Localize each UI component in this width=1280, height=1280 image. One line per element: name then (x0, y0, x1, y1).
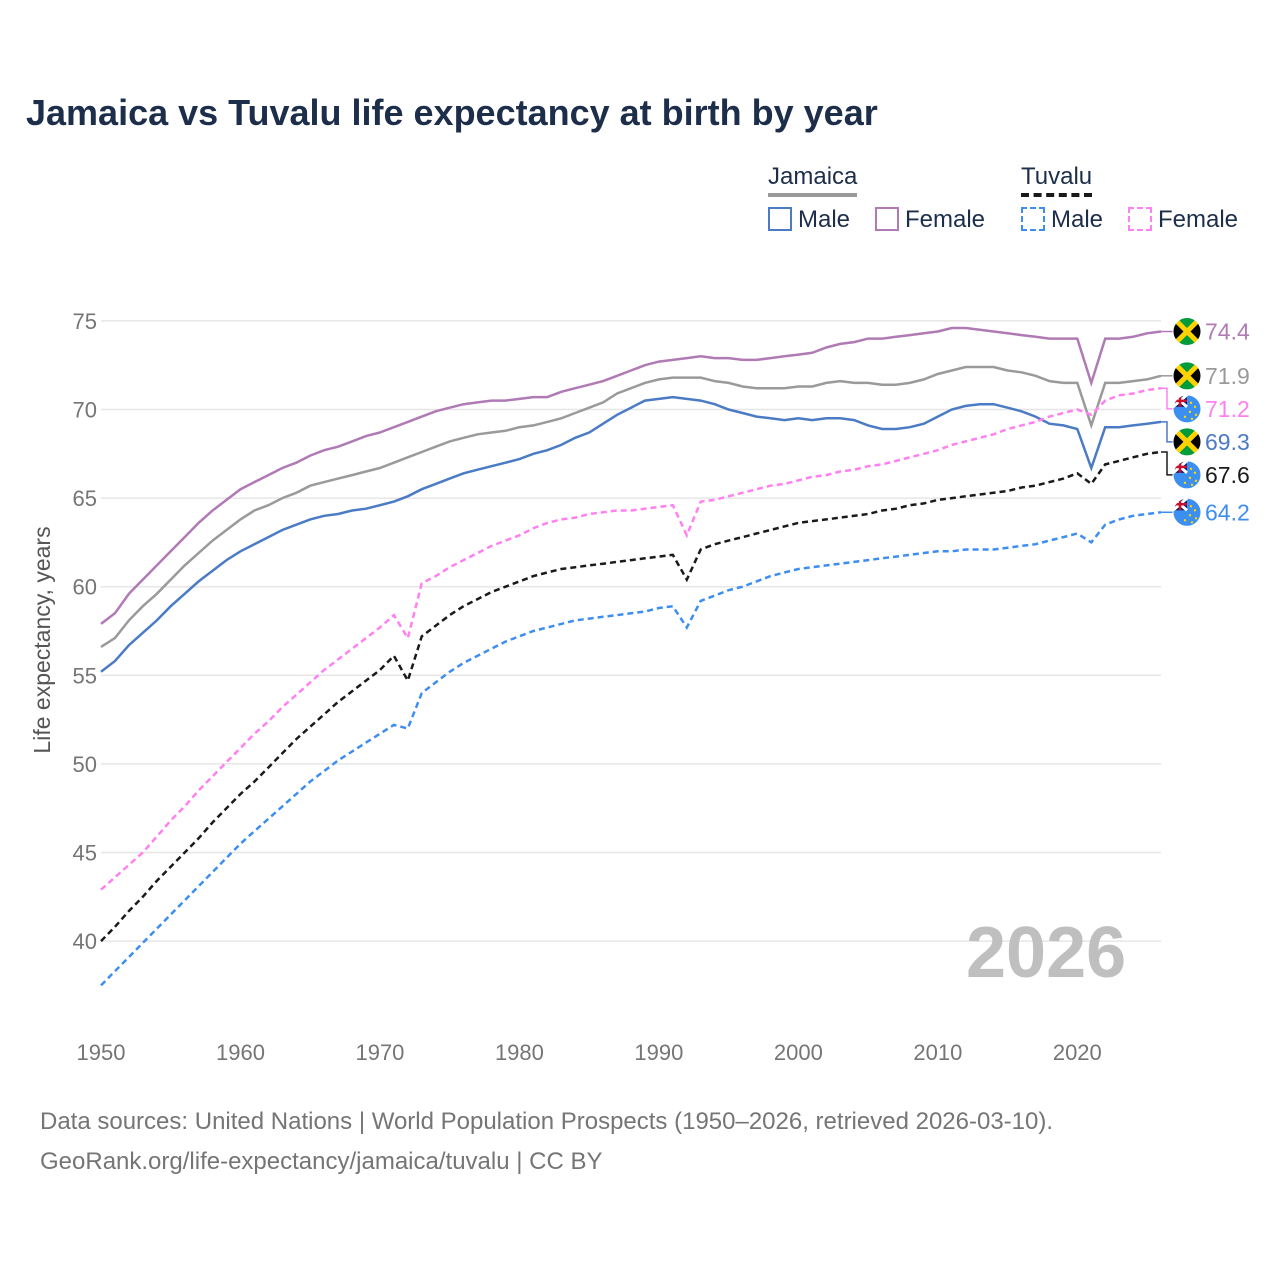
legend-jamaica-female-label: Female (905, 206, 986, 233)
y-tick-label-55: 55 (73, 663, 97, 688)
legend-jamaica-female[interactable]: Female (875, 206, 985, 234)
flag-jamaica-jamaica_female (1172, 317, 1202, 347)
x-tick-label-1950: 1950 (77, 1040, 126, 1065)
footer-sources: Data sources: United Nations | World Pop… (40, 1108, 1054, 1135)
flag-tuvalu-tuvalu_male (1172, 497, 1202, 527)
end-connector-tuvalu_total (1161, 451, 1173, 476)
end-connector-tuvalu_female (1161, 387, 1173, 410)
x-tick-label-1960: 1960 (216, 1040, 265, 1065)
y-axis-label: Life expectancy, years (29, 526, 55, 753)
series-lines (100, 326, 1162, 987)
series-line-jamaica_total (100, 365, 1162, 648)
flag-tuvalu-tuvalu_total (1172, 460, 1202, 490)
end-labels: 74.4 71.9 69.3 71.2 67.6 64.2 (1161, 317, 1250, 527)
legend-jamaica-male[interactable]: Male (768, 206, 850, 234)
flag-tuvalu-tuvalu_female (1172, 394, 1202, 424)
end-label-jamaica_total: 71.9 (1205, 363, 1250, 389)
y-tick-label-70: 70 (73, 397, 97, 422)
year-watermark: 2026 (966, 913, 1127, 993)
legend-tuvalu-female[interactable]: Female (1128, 206, 1238, 234)
y-tick-label-75: 75 (73, 309, 97, 334)
legend-group-tuvalu: Tuvalu (1021, 163, 1093, 197)
legend-tuvalu-male-swatch (1021, 207, 1045, 231)
end-connector-jamaica_male (1161, 421, 1173, 443)
y-tick-label-60: 60 (73, 575, 97, 600)
x-tick-label-2020: 2020 (1053, 1040, 1102, 1065)
end-label-tuvalu_female: 71.2 (1205, 396, 1250, 422)
legend-group-jamaica: Jamaica (768, 163, 858, 197)
y-tick-label-65: 65 (73, 486, 97, 511)
legend-tuvalu-line (1021, 193, 1093, 197)
y-tick-labels: 40 45 50 55 60 65 70 75 (73, 309, 97, 954)
series-line-tuvalu_total (100, 450, 1162, 942)
end-label-tuvalu_total: 67.6 (1205, 462, 1250, 488)
series-line-tuvalu_male (100, 511, 1162, 987)
series-line-jamaica_female (100, 326, 1162, 625)
footer-link[interactable]: GeoRank.org/life-expectancy/jamaica/tuva… (40, 1148, 603, 1175)
x-tick-label-2000: 2000 (774, 1040, 823, 1065)
end-label-jamaica_female: 74.4 (1205, 319, 1250, 345)
legend-tuvalu-male[interactable]: Male (1021, 206, 1103, 234)
x-tick-label-1980: 1980 (495, 1040, 544, 1065)
y-tick-label-45: 45 (73, 841, 97, 866)
series-line-jamaica_male (100, 395, 1162, 673)
series-line-tuvalu_female (100, 386, 1162, 891)
flag-jamaica-jamaica_male (1172, 427, 1202, 457)
legend-jamaica-male-swatch (768, 207, 792, 231)
y-tick-label-50: 50 (73, 752, 97, 777)
legend-tuvalu-female-label: Female (1158, 206, 1239, 233)
legend-jamaica-line (768, 193, 858, 197)
flag-jamaica-jamaica_total (1172, 361, 1202, 391)
x-tick-labels: 1950 1960 1970 1980 1990 2000 2010 2020 (77, 1040, 1102, 1065)
y-tick-label-40: 40 (73, 929, 97, 954)
legend-jamaica-male-label: Male (798, 206, 851, 233)
end-label-tuvalu_male: 64.2 (1205, 499, 1250, 525)
legend-tuvalu-label: Tuvalu (1021, 163, 1093, 190)
legend-tuvalu-female-swatch (1128, 207, 1152, 231)
x-tick-label-1990: 1990 (634, 1040, 683, 1065)
legend-tuvalu-male-label: Male (1051, 206, 1104, 233)
x-tick-label-1970: 1970 (355, 1040, 404, 1065)
x-tick-label-2010: 2010 (913, 1040, 962, 1065)
grid-lines (101, 320, 1161, 942)
legend-jamaica-female-swatch (875, 207, 899, 231)
legend-jamaica-label: Jamaica (768, 163, 858, 190)
end-label-jamaica_male: 69.3 (1205, 429, 1250, 455)
chart-title: Jamaica vs Tuvalu life expectancy at bir… (26, 92, 878, 133)
